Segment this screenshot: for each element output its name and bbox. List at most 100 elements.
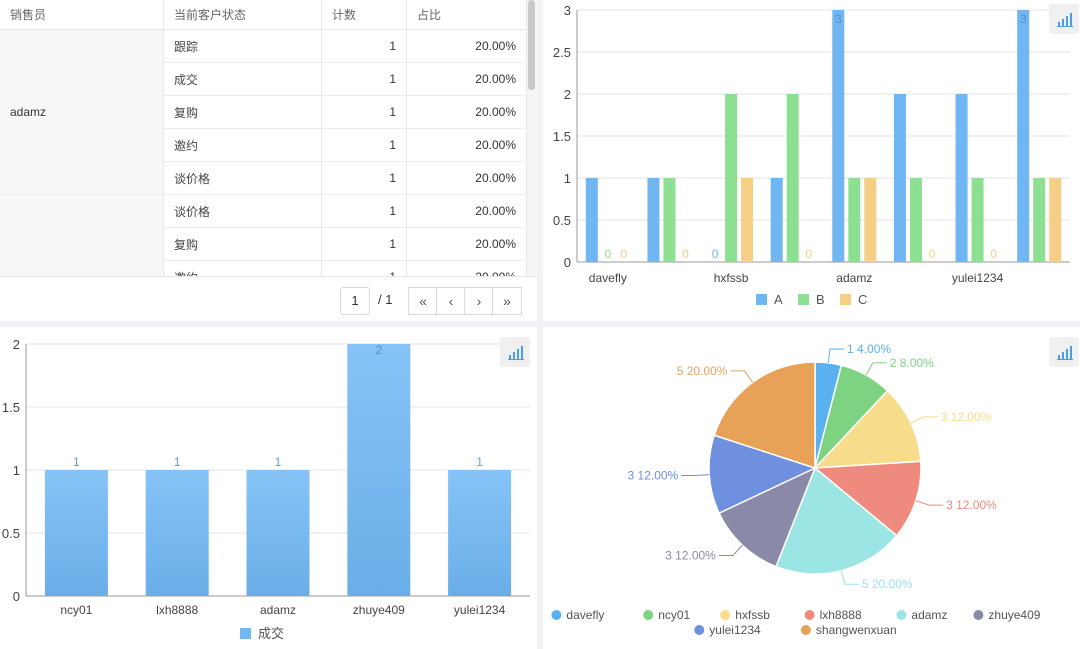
- legend-marker-lxh8888: [804, 610, 815, 620]
- page-total: / 1: [378, 292, 393, 307]
- table-row[interactable]: adamz 跟踪 1 20.00%: [0, 29, 527, 195]
- bar-A-zhuye409: [893, 94, 906, 262]
- status-cell: 跟踪: [163, 29, 322, 63]
- table-row[interactable]: 谈价格 1 20.00%: [0, 161, 527, 195]
- data-label: 2: [789, 96, 796, 110]
- legend-label: 成交: [258, 626, 284, 641]
- y-tick-label: 0.5: [2, 526, 20, 541]
- scrollbar-thumb[interactable]: [528, 0, 535, 90]
- table-row[interactable]: 复购 1 20.00%: [0, 227, 527, 261]
- bar-A-davefly: [585, 178, 598, 262]
- bar-A-shangwenxuan: [1017, 10, 1030, 262]
- header-count[interactable]: 计数: [321, 0, 407, 30]
- data-label: 0: [805, 247, 812, 261]
- bar-A-adamz: [832, 10, 845, 262]
- last-page-button[interactable]: »: [492, 287, 522, 315]
- legend-label: B: [816, 292, 825, 307]
- legend-swatch-C: [840, 294, 851, 305]
- data-label: 1: [650, 180, 657, 194]
- percent-cell: 20.00%: [406, 227, 527, 261]
- count-cell: 1: [321, 161, 407, 195]
- data-label: 1: [73, 455, 80, 469]
- data-label: 1: [174, 455, 181, 469]
- label-leader-line: [730, 370, 754, 383]
- percent-cell: 20.00%: [406, 95, 527, 129]
- percent-cell: 20.00%: [406, 62, 527, 96]
- bar-B-adamz: [848, 178, 861, 262]
- sales-rep-cell: adamz: [0, 29, 164, 195]
- pivot-table-panel: 销售员 当前客户状态 计数 占比 adamz 跟踪 1 20.00% 成交 1 20.00%…: [0, 0, 537, 321]
- bar-A-yulei1234: [955, 94, 968, 262]
- data-label: 0: [620, 247, 627, 261]
- data-label: 3: [1020, 12, 1027, 26]
- x-tick-label: adamz: [260, 603, 296, 617]
- legend-label: lxh8888: [820, 608, 862, 622]
- count-cell: 1: [321, 194, 407, 228]
- status-cell: 谈价格: [163, 194, 322, 228]
- first-page-button[interactable]: «: [408, 287, 438, 315]
- slice-label: 3 12.00%: [628, 469, 679, 483]
- bar-C-hxfssb: [741, 178, 754, 262]
- data-label: 1: [744, 180, 751, 194]
- x-tick-label: davefly: [589, 271, 627, 285]
- page-number-input[interactable]: 1: [340, 287, 370, 315]
- data-label: 0: [990, 247, 997, 261]
- legend-marker-adamz: [896, 610, 907, 620]
- count-cell: 1: [321, 29, 407, 63]
- bar-yulei1234: [448, 470, 512, 596]
- data-label: 2: [375, 343, 382, 357]
- status-cell: 复购: [163, 227, 322, 261]
- header-percent[interactable]: 占比: [406, 0, 527, 30]
- table-row[interactable]: 复购 1 20.00%: [0, 95, 527, 129]
- next-page-button[interactable]: ›: [464, 287, 494, 315]
- label-leader-line: [718, 544, 743, 556]
- chart-toolbox-button-2[interactable]: [500, 337, 530, 367]
- prev-page-button[interactable]: ‹: [436, 287, 466, 315]
- x-tick-label: yulei1234: [952, 271, 1004, 285]
- bar-adamz: [246, 470, 310, 596]
- header-sales-rep[interactable]: 销售员: [0, 0, 164, 30]
- table-row[interactable]: 谈价格 1 20.00%: [0, 194, 527, 294]
- status-cell: 复购: [163, 95, 322, 129]
- legend-swatch-A: [756, 294, 767, 305]
- legend-label: shangwenxuan: [816, 623, 897, 637]
- deal-bar-chart-panel: 0 0.5 1 1.5 2 1 ncy01 1 lxh8888 1 adamz 2 zhuye409 1 y…: [0, 327, 537, 649]
- slice-label: 5 20.00%: [677, 364, 728, 378]
- slice-label: 3 12.00%: [665, 548, 716, 562]
- table-scrollbar[interactable]: [527, 0, 537, 276]
- deal-bar-chart: 0 0.5 1 1.5 2 1 ncy01 1 lxh8888 1 adamz 2 zhuye409 1 y…: [2, 337, 530, 641]
- bar-C-shangwenxuan: [1049, 178, 1062, 262]
- chevron-left-icon: ‹: [448, 293, 454, 309]
- double-chevron-left-icon: «: [419, 293, 427, 309]
- chart-toolbox-button[interactable]: [1049, 4, 1079, 34]
- pagination: 1 / 1 « ‹ › »: [0, 276, 537, 321]
- percent-cell: 20.00%: [406, 128, 527, 162]
- data-label: 2: [728, 96, 735, 110]
- bar-B-hxfssb: [725, 94, 738, 262]
- label-leader-line: [910, 416, 938, 424]
- legend-swatch-B: [798, 294, 809, 305]
- y-tick-label: 0: [564, 255, 571, 270]
- header-customer-status[interactable]: 当前客户状态: [163, 0, 322, 30]
- data-label: 1: [1036, 180, 1043, 194]
- y-tick-label: 0: [13, 589, 20, 604]
- data-label: 3: [835, 12, 842, 26]
- legend-label: yulei1234: [709, 623, 761, 637]
- count-cell: 1: [321, 227, 407, 261]
- legend-label: davefly: [566, 608, 604, 622]
- percent-cell: 20.00%: [406, 29, 527, 63]
- count-cell: 1: [321, 62, 407, 96]
- x-tick-label: adamz: [836, 271, 872, 285]
- y-tick-label: 1: [564, 171, 571, 186]
- chart-toolbox-button-3[interactable]: [1049, 337, 1079, 367]
- slice-label: 1 4.00%: [847, 342, 891, 356]
- y-tick-label: 3: [564, 3, 571, 18]
- x-tick-label: lxh8888: [156, 603, 198, 617]
- slice-label: 3 12.00%: [941, 410, 992, 424]
- legend-label: A: [774, 292, 783, 307]
- y-tick-label: 2.5: [553, 45, 571, 60]
- data-label: 1: [275, 455, 282, 469]
- table-row[interactable]: 成交 1 20.00%: [0, 62, 527, 96]
